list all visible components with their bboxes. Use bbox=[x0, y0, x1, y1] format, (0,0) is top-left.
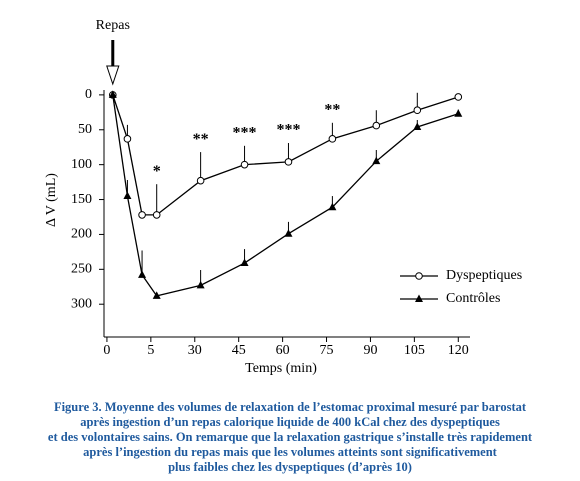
y-tick-label: 100 bbox=[71, 157, 92, 172]
x-tick-label: 45 bbox=[232, 343, 246, 358]
data-point bbox=[372, 121, 381, 130]
x-tick-label: 30 bbox=[188, 343, 202, 358]
x-tick-label: 75 bbox=[320, 343, 334, 358]
y-axis-title: Δ V (mL) bbox=[44, 173, 59, 227]
caption-line: après ingestion d’un repas calorique liq… bbox=[80, 415, 500, 429]
significance: ** bbox=[324, 101, 340, 118]
y-tick-label: 50 bbox=[78, 122, 92, 137]
data-point bbox=[413, 122, 422, 130]
x-tick-label: 5 bbox=[147, 343, 154, 358]
data-point bbox=[108, 90, 117, 98]
x-tick-label: 0 bbox=[103, 343, 110, 358]
data-point bbox=[372, 156, 381, 165]
significance: ** bbox=[193, 131, 209, 148]
data-point bbox=[196, 176, 205, 185]
caption-line: plus faibles chez les dyspeptiques (d’ap… bbox=[168, 460, 412, 474]
x-tick-label: 60 bbox=[276, 343, 290, 358]
data-point bbox=[240, 258, 249, 267]
y-tick-label: 300 bbox=[71, 296, 92, 311]
x-tick-label: 120 bbox=[448, 343, 469, 358]
legend-marker bbox=[415, 272, 423, 280]
event-label: Repas bbox=[96, 18, 130, 33]
data-point bbox=[152, 211, 161, 219]
event-arrow-head bbox=[106, 65, 120, 86]
x-tick-label: 105 bbox=[404, 343, 425, 358]
legend-marker bbox=[415, 294, 423, 302]
data-point bbox=[240, 160, 249, 169]
x-tick-label: 90 bbox=[363, 343, 377, 358]
data-point bbox=[138, 211, 146, 219]
caption-line: Figure 3. Moyenne des volumes de relaxat… bbox=[54, 400, 527, 414]
caption-line: et des volontaires sains. On remarque qu… bbox=[48, 430, 533, 444]
y-tick-label: 150 bbox=[71, 192, 92, 207]
data-point bbox=[413, 106, 422, 115]
data-point bbox=[123, 135, 132, 143]
significance: *** bbox=[276, 122, 300, 139]
data-point bbox=[196, 280, 205, 289]
caption-line: après l’ingestion du repas mais que les … bbox=[83, 445, 497, 459]
significance: *** bbox=[233, 124, 257, 141]
data-point bbox=[152, 291, 161, 299]
data-point bbox=[454, 109, 463, 117]
significance: * bbox=[153, 163, 161, 180]
data-point bbox=[328, 135, 337, 143]
y-tick-label: 250 bbox=[71, 262, 92, 277]
legend-label: Contrôles bbox=[446, 291, 500, 306]
data-point bbox=[123, 191, 132, 200]
y-tick-label: 200 bbox=[71, 227, 92, 242]
y-tick-label: 0 bbox=[85, 87, 92, 102]
data-point bbox=[284, 158, 293, 166]
data-point bbox=[454, 93, 463, 101]
x-axis-title: Temps (min) bbox=[245, 361, 317, 376]
data-point bbox=[328, 202, 337, 211]
legend-label: Dyspeptiques bbox=[446, 268, 522, 283]
data-point bbox=[138, 270, 147, 278]
data-point bbox=[284, 229, 293, 237]
series-line bbox=[112, 94, 459, 216]
